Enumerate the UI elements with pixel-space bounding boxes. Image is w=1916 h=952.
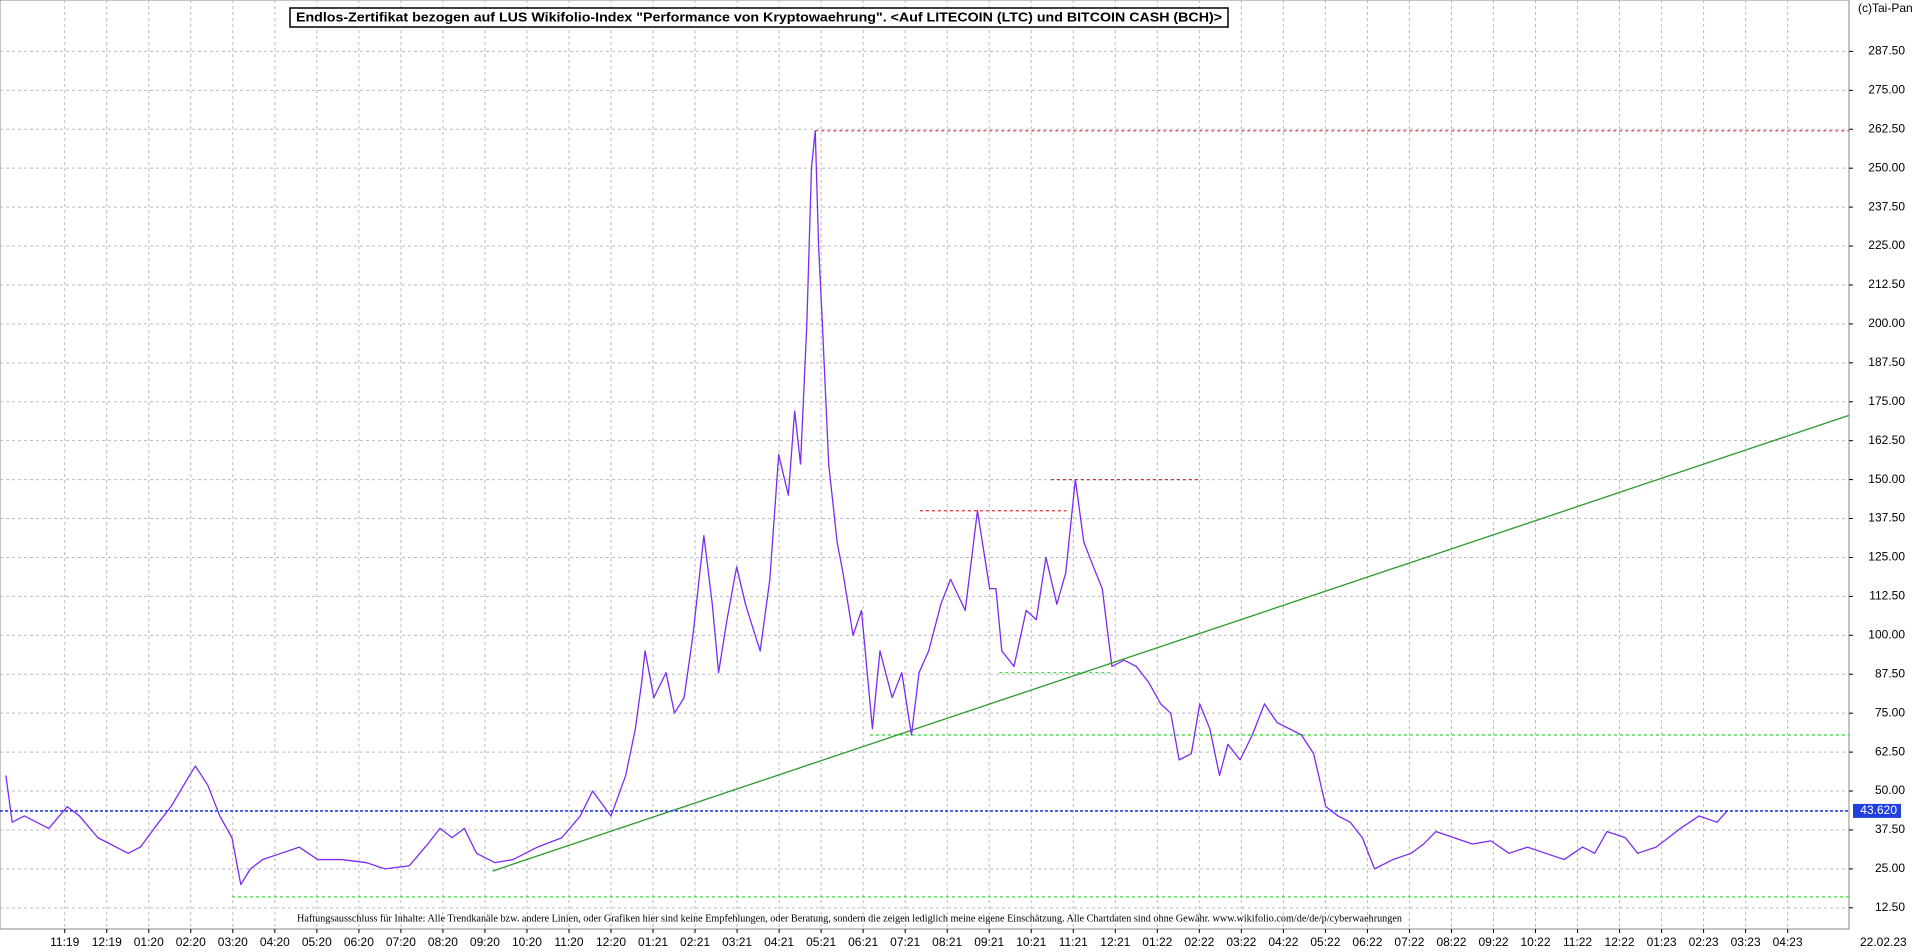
x-tick-label: 12:19: [92, 935, 122, 949]
y-tick-label: 287.50: [1868, 44, 1905, 58]
x-tick-label: 03:21: [722, 935, 752, 949]
y-tick-label: 100.00: [1868, 627, 1905, 641]
x-tick-label: 03:20: [218, 935, 248, 949]
x-tick-label: 04:23: [1773, 935, 1803, 949]
x-tick-label: 02:23: [1689, 935, 1719, 949]
plot-area: [0, 0, 1850, 930]
y-tick-label: 125.00: [1868, 550, 1905, 564]
x-tick-label: 12:22: [1605, 935, 1635, 949]
y-tick-label: 225.00: [1868, 238, 1905, 252]
y-tick-label: 237.50: [1868, 199, 1905, 213]
y-tick-label: 137.50: [1868, 511, 1905, 525]
x-tick-label: 04:21: [764, 935, 794, 949]
x-tick-label: 04:22: [1268, 935, 1298, 949]
x-tick-label: 01:22: [1142, 935, 1172, 949]
x-tick-label: 05:22: [1310, 935, 1340, 949]
grid: [0, 0, 1849, 929]
disclaimer: Haftungsausschluss für Inhalte: Alle Tre…: [297, 913, 1402, 924]
y-tick-label: 12.50: [1875, 900, 1905, 914]
x-tick-label: 06:22: [1352, 935, 1382, 949]
x-tick-label: 08:20: [428, 935, 458, 949]
y-tick-label: 87.50: [1875, 666, 1905, 680]
chart-title: Endlos-Zertifikat bezogen auf LUS Wikifo…: [296, 9, 1222, 24]
x-tick-label: 06:21: [848, 935, 878, 949]
x-tick-label: 07:22: [1394, 935, 1424, 949]
x-tick-label: 05:20: [302, 935, 332, 949]
x-tick-label: 10:21: [1016, 935, 1046, 949]
x-tick-label: 11:20: [554, 935, 583, 949]
x-tick-label: 05:21: [806, 935, 836, 949]
x-tick-label: 07:20: [386, 935, 416, 949]
x-tick-label: 02:20: [176, 935, 206, 949]
y-tick-label: 250.00: [1868, 160, 1905, 174]
x-tick-label: 10:20: [512, 935, 542, 949]
x-tick-label: 11:22: [1563, 935, 1592, 949]
x-tick-label: 02:22: [1184, 935, 1214, 949]
y-tick-label: 212.50: [1868, 277, 1905, 291]
price-line: [5, 130, 1728, 886]
x-tick-label: 03:23: [1731, 935, 1761, 949]
copyright: (c)Tai-Pan: [1858, 1, 1913, 15]
data: [5, 130, 1728, 886]
y-tick-label: 25.00: [1875, 861, 1905, 875]
x-tick-label: 12:20: [596, 935, 626, 949]
current-price-label: 43.620: [1860, 803, 1897, 817]
y-tick-label: 150.00: [1868, 472, 1905, 486]
date-label: 22.02.23: [1860, 935, 1907, 949]
y-tick-label: 162.50: [1868, 433, 1905, 447]
x-tick-label: 01:20: [134, 935, 164, 949]
x-tick-label: 10:22: [1520, 935, 1550, 949]
y-tick-label: 175.00: [1868, 394, 1905, 408]
y-tick-label: 62.50: [1875, 744, 1905, 758]
y-tick-label: 37.50: [1875, 822, 1905, 836]
y-tick-label: 187.50: [1868, 355, 1905, 369]
y-tick-label: 275.00: [1868, 82, 1905, 96]
y-tick-label: 262.50: [1868, 121, 1905, 135]
x-tick-label: 11:21: [1059, 935, 1088, 949]
current-price-box: [1853, 803, 1901, 818]
y-tick-label: 75.00: [1875, 705, 1905, 719]
title-box: [289, 7, 1229, 28]
x-tick-label: 02:21: [680, 935, 710, 949]
x-tick-label: 09:20: [470, 935, 500, 949]
x-tick-label: 11:19: [50, 935, 79, 949]
x-tick-label: 08:22: [1436, 935, 1466, 949]
y-tick-label: 200.00: [1868, 316, 1905, 330]
x-tick-label: 09:22: [1478, 935, 1508, 949]
x-tick-label: 01:23: [1647, 935, 1677, 949]
x-tick-label: 03:22: [1226, 935, 1256, 949]
x-tick-label: 01:21: [638, 935, 668, 949]
x-tick-label: 04:20: [260, 935, 290, 949]
y-tick-label: 112.50: [1869, 589, 1905, 603]
x-tick-label: 06:20: [344, 935, 374, 949]
y-tick-label: 50.00: [1875, 783, 1905, 797]
x-tick-label: 07:21: [890, 935, 920, 949]
x-tick-label: 09:21: [974, 935, 1004, 949]
trend-line: [492, 414, 1849, 872]
x-tick-label: 12:21: [1100, 935, 1130, 949]
x-tick-label: 08:21: [932, 935, 962, 949]
